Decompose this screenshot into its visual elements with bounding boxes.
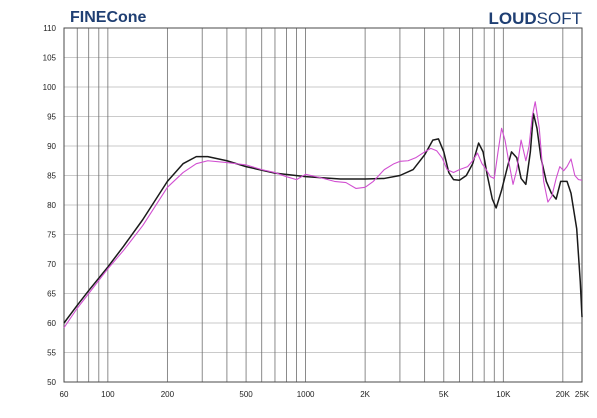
y-tick-label: 65	[47, 290, 56, 299]
x-tick-label: 20K	[556, 390, 571, 399]
series-line-1	[63, 112, 583, 324]
x-tick-label: 100	[101, 390, 115, 399]
x-tick-label: 60	[60, 390, 69, 399]
y-tick-label: 90	[47, 142, 56, 151]
series-lines	[63, 101, 583, 329]
x-tick-label: 500	[239, 390, 253, 399]
y-tick-label: 50	[47, 378, 56, 387]
y-tick-label: 70	[47, 260, 56, 269]
x-tick-label: 10K	[496, 390, 511, 399]
x-tick-label: 200	[161, 390, 175, 399]
y-tick-label: 55	[47, 349, 56, 358]
y-tick-label: 110	[43, 24, 56, 33]
x-tick-label: 2K	[360, 390, 370, 399]
grid	[63, 27, 583, 383]
y-tick-label: 85	[47, 172, 56, 181]
x-tick-label: 1000	[297, 390, 315, 399]
y-tick-label: 100	[43, 83, 57, 92]
brand-right-regular: SOFT	[537, 9, 582, 28]
x-tick-label: 25K	[575, 390, 590, 399]
y-tick-label: 75	[47, 231, 56, 240]
series-line-2	[63, 101, 583, 329]
y-tick-label: 60	[47, 319, 56, 328]
brand-left-label: FINECone	[70, 9, 147, 26]
y-tick-label: 105	[43, 54, 57, 63]
tick-labels: 50 55 60 65 70 75 80 85 90 95 100 105 110 60 100 200 500…	[43, 24, 590, 399]
y-tick-label: 80	[47, 201, 56, 210]
brand-right-bold: LOUD	[488, 9, 536, 28]
plot-border	[63, 27, 583, 383]
brand-right-label: LOUDSOFT	[488, 9, 582, 28]
x-tick-label: 5K	[439, 390, 449, 399]
y-tick-label: 95	[47, 113, 56, 122]
